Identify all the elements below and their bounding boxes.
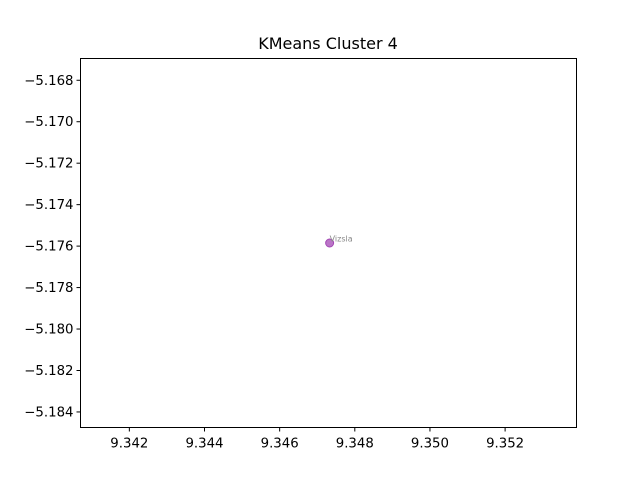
y-tick-label: −5.172 (24, 157, 73, 172)
y-tick-label: −5.174 (24, 198, 73, 213)
y-tick-label: −5.180 (24, 323, 73, 338)
y-tick-label: −5.176 (24, 240, 73, 255)
y-axis: −5.168 −5.170 −5.172 −5.174 −5.176 −5.178 −5.1… (24, 74, 81, 420)
x-tick-label: 9.352 (486, 437, 524, 452)
chart-title: KMeans Cluster 4 (258, 34, 398, 53)
plot-frame (80, 58, 577, 428)
y-tick-label: −5.168 (24, 74, 73, 89)
y-tick-label: −5.182 (24, 364, 73, 379)
x-tick-label: 9.346 (261, 437, 299, 452)
x-tick-label: 9.342 (110, 437, 148, 452)
x-axis: 9.342 9.344 9.346 9.348 9.350 9.352 (110, 427, 524, 452)
y-tick-label: −5.178 (24, 281, 73, 296)
y-tick-label: −5.170 (24, 115, 73, 130)
x-tick-label: 9.344 (185, 437, 223, 452)
y-tick-label: −5.184 (24, 405, 73, 420)
x-tick-label: 9.350 (411, 437, 449, 452)
data-points: Vizsla (325, 235, 353, 248)
data-point (325, 238, 335, 248)
x-tick-label: 9.348 (336, 437, 374, 452)
data-point-label: Vizsla (330, 235, 353, 244)
